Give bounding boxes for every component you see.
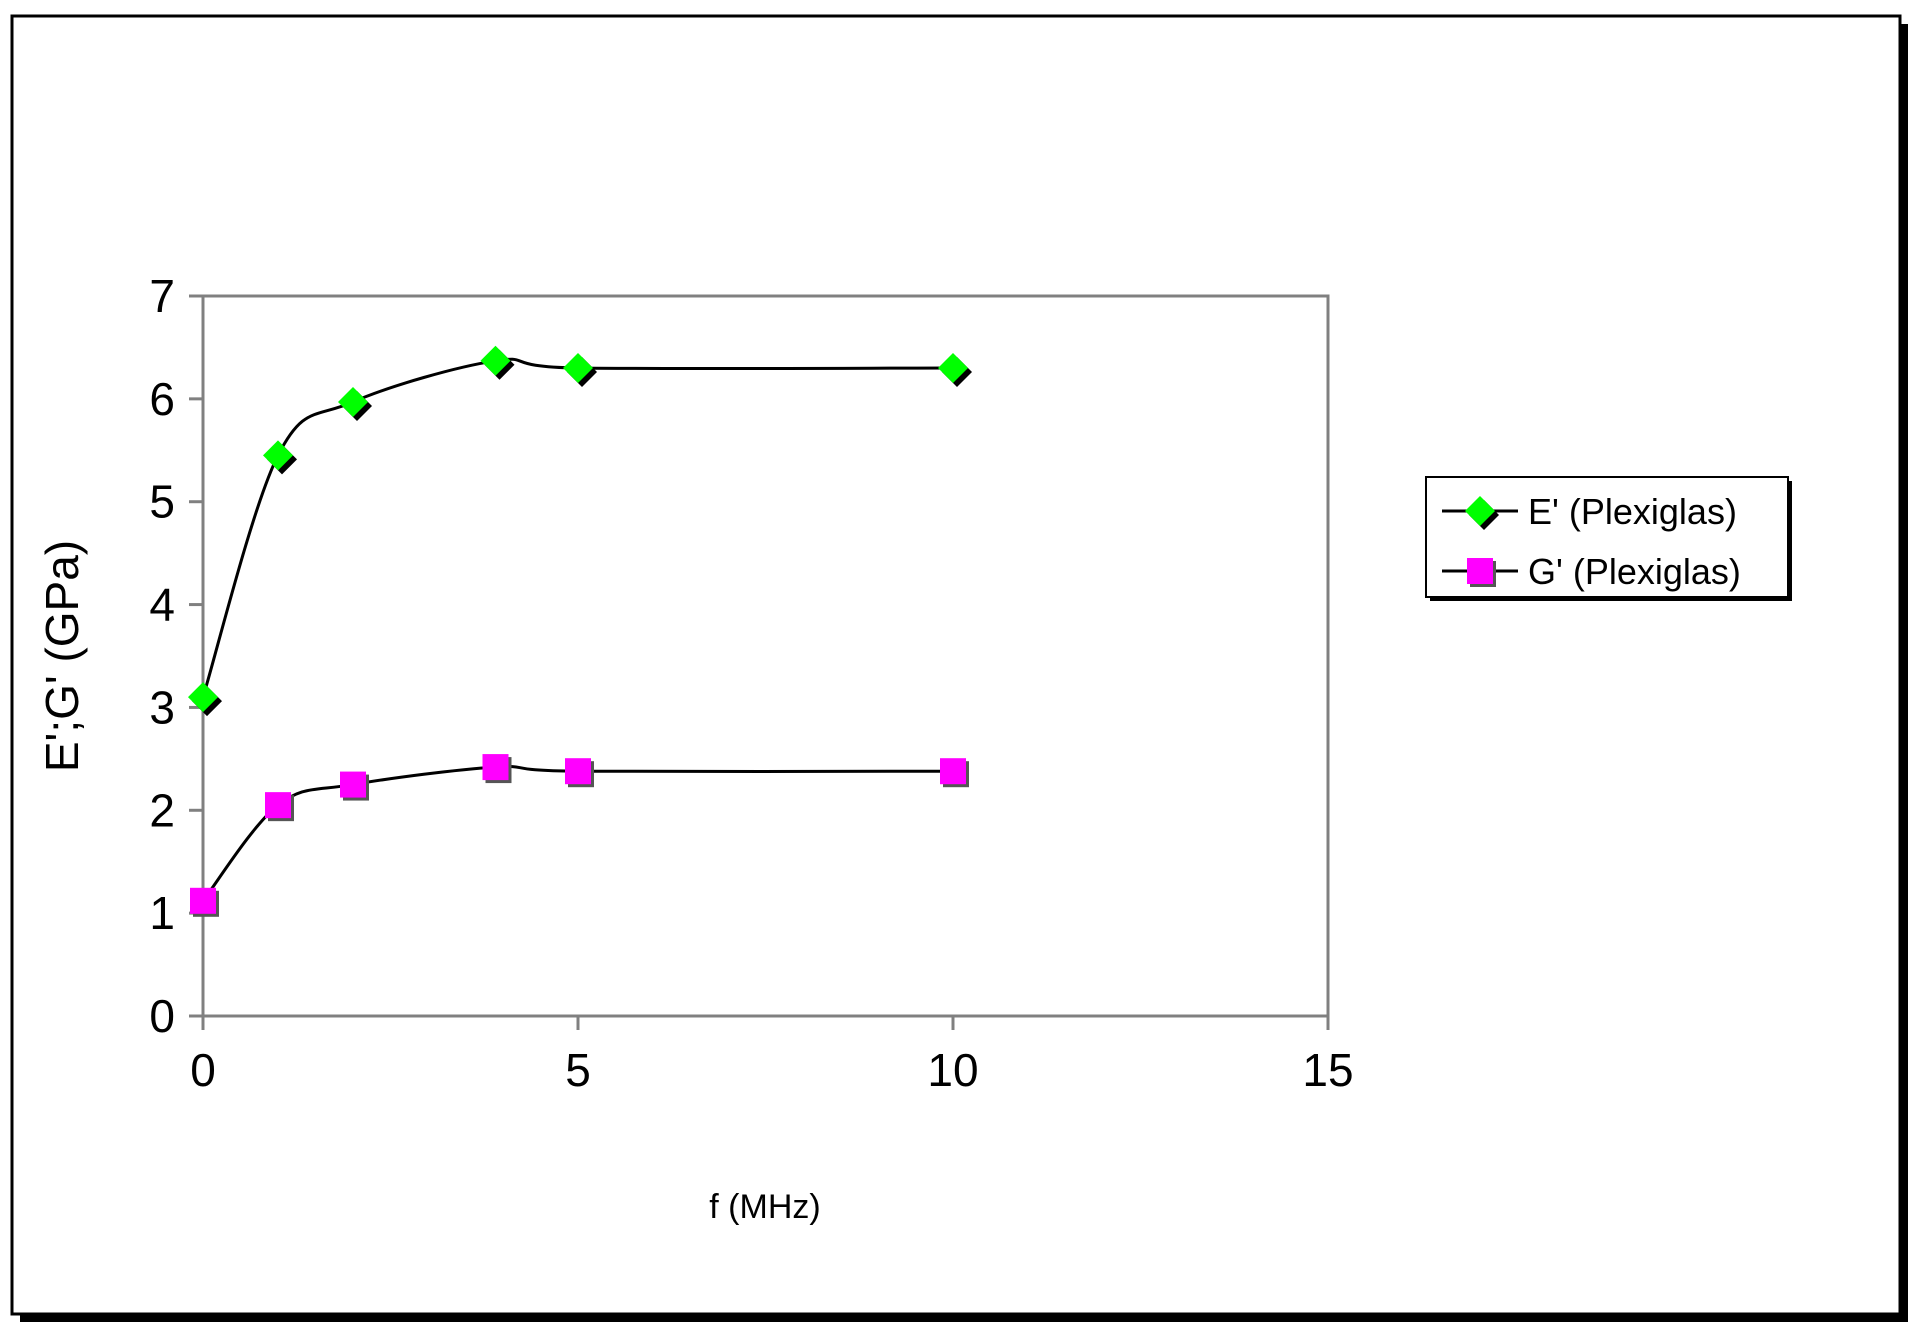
legend-label-g-prime: G' (Plexiglas): [1528, 551, 1741, 592]
g-prime-data-point: [565, 758, 591, 785]
e-prime-data-point: [563, 353, 593, 383]
e-prime-data-point: [938, 353, 968, 383]
y-tick-label: 5: [149, 476, 175, 528]
e-prime-data-point: [263, 440, 293, 471]
axes-layer: 0 1 2 3 4 5 6 7 0 5 10 15: [149, 270, 1353, 1096]
y-tick-label: 3: [149, 681, 175, 733]
legend-items: E' (Plexiglas) G' (Plexiglas): [1442, 491, 1741, 592]
legend: E' (Plexiglas) G' (Plexiglas): [1425, 476, 1792, 601]
e-prime-data-point: [188, 682, 218, 713]
y-tick-label: 0: [149, 990, 175, 1042]
legend-marker-g-prime: [1467, 558, 1493, 584]
g-prime-data-point: [265, 792, 291, 819]
x-tick-label: 10: [927, 1044, 978, 1096]
e-prime-data-point: [338, 386, 368, 417]
g-prime-data-point: [940, 758, 966, 785]
x-tick-label: 5: [565, 1044, 591, 1096]
g-prime-data-point: [340, 771, 366, 798]
series-line-e-prime: [201, 357, 954, 698]
y-tick-label: 6: [149, 373, 175, 425]
x-tick-label: 0: [190, 1044, 216, 1096]
y-tick-label: 4: [149, 579, 175, 631]
y-tick-label: 7: [149, 270, 175, 322]
g-prime-data-point: [190, 887, 216, 914]
x-axis-title: f (MHz): [709, 1188, 820, 1226]
legend-label-e-prime: E' (Plexiglas): [1528, 491, 1737, 532]
g-prime-data-point: [482, 754, 509, 781]
y-tick-label: 2: [149, 784, 175, 836]
y-tick-label: 1: [149, 887, 175, 939]
y-axis-title: E';G' (GPa): [36, 540, 88, 772]
markers-layer: [188, 345, 972, 917]
x-tick-label: 15: [1302, 1044, 1353, 1096]
e-prime-data-point: [480, 345, 511, 376]
legend-marker-e-prime: [1465, 496, 1495, 526]
plot-area: [201, 294, 1330, 1018]
